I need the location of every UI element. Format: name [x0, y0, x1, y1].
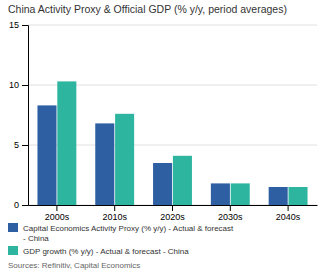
legend-swatch: [8, 246, 18, 255]
bar: [95, 123, 114, 205]
legend-label: Capital Economics Activity Proxy (% y/y)…: [23, 224, 234, 243]
y-tick: 0: [14, 200, 28, 210]
y-tick-label: 10: [9, 80, 19, 90]
source-text: Sources: Refinitiv, Capital Economics: [8, 261, 140, 270]
y-tick: 15: [9, 20, 28, 30]
x-tick-mark: [230, 205, 231, 211]
x-tick-mark: [288, 205, 289, 211]
legend-swatch: [8, 223, 18, 232]
grid-line: [28, 25, 317, 26]
bar: [37, 105, 56, 205]
bar: [153, 163, 172, 205]
x-tick-label: 2020s: [160, 212, 185, 222]
bar: [173, 156, 192, 205]
text-line: - China: [23, 234, 49, 243]
y-tick: 5: [14, 140, 28, 150]
y-tick-label: 0: [14, 200, 19, 210]
legend-item: GDP growth (% y/y) - Actual & forecast -…: [8, 246, 189, 256]
bar: [211, 183, 230, 205]
x-tick: 2020s: [160, 205, 185, 222]
text-line: Capital Economics Activity Proxy (% y/y)…: [23, 224, 234, 233]
y-tick-mark: [22, 85, 28, 86]
x-tick-mark: [114, 205, 115, 211]
bars: [37, 81, 307, 205]
legend: Capital Economics Activity Proxy (% y/y)…: [8, 223, 234, 256]
x-tick-label: 2000s: [45, 212, 70, 222]
x-tick-label: 2040s: [276, 212, 301, 222]
y-tick-mark: [22, 145, 28, 146]
y-tick-mark: [22, 25, 28, 26]
bar-series: [57, 81, 307, 205]
text-line: China Activity Proxy & Official GDP (% y…: [8, 3, 287, 15]
chart-svg: China Activity Proxy & Official GDP (% y…: [0, 0, 325, 273]
bar: [115, 114, 134, 205]
chart-title: China Activity Proxy & Official GDP (% y…: [8, 3, 287, 15]
x-tick-mark: [172, 205, 173, 211]
x-tick: 2030s: [218, 205, 243, 222]
text-line: Sources: Refinitiv, Capital Economics: [8, 261, 140, 270]
legend-label: GDP growth (% y/y) - Actual & forecast -…: [23, 247, 189, 256]
x-tick: 2040s: [276, 205, 301, 222]
bar: [269, 187, 288, 205]
x-tick: 2010s: [102, 205, 127, 222]
bar: [57, 81, 76, 205]
bar: [288, 187, 307, 205]
y-axis-line: [22, 26, 29, 206]
x-tick-label: 2010s: [102, 212, 127, 222]
x-tick: 2000s: [45, 205, 70, 222]
text-line: GDP growth (% y/y) - Actual & forecast -…: [23, 247, 189, 256]
grid: [28, 25, 317, 205]
y-tick: 10: [9, 80, 28, 90]
y-tick-label: 15: [9, 20, 19, 30]
x-axis: 2000s 2010s 2020s 2030s 2040s: [29, 205, 318, 222]
y-tick-mark: [22, 205, 28, 206]
source-group: Sources: Refinitiv, Capital Economics: [8, 261, 140, 270]
chart-container: China Activity Proxy & Official GDP (% y…: [0, 0, 325, 273]
bar: [231, 183, 250, 205]
legend-item: Capital Economics Activity Proxy (% y/y)…: [8, 223, 234, 243]
y-axis: 0 5 10 15: [9, 20, 29, 210]
y-tick-label: 5: [14, 140, 19, 150]
x-tick-label: 2030s: [218, 212, 243, 222]
x-tick-mark: [56, 205, 57, 211]
